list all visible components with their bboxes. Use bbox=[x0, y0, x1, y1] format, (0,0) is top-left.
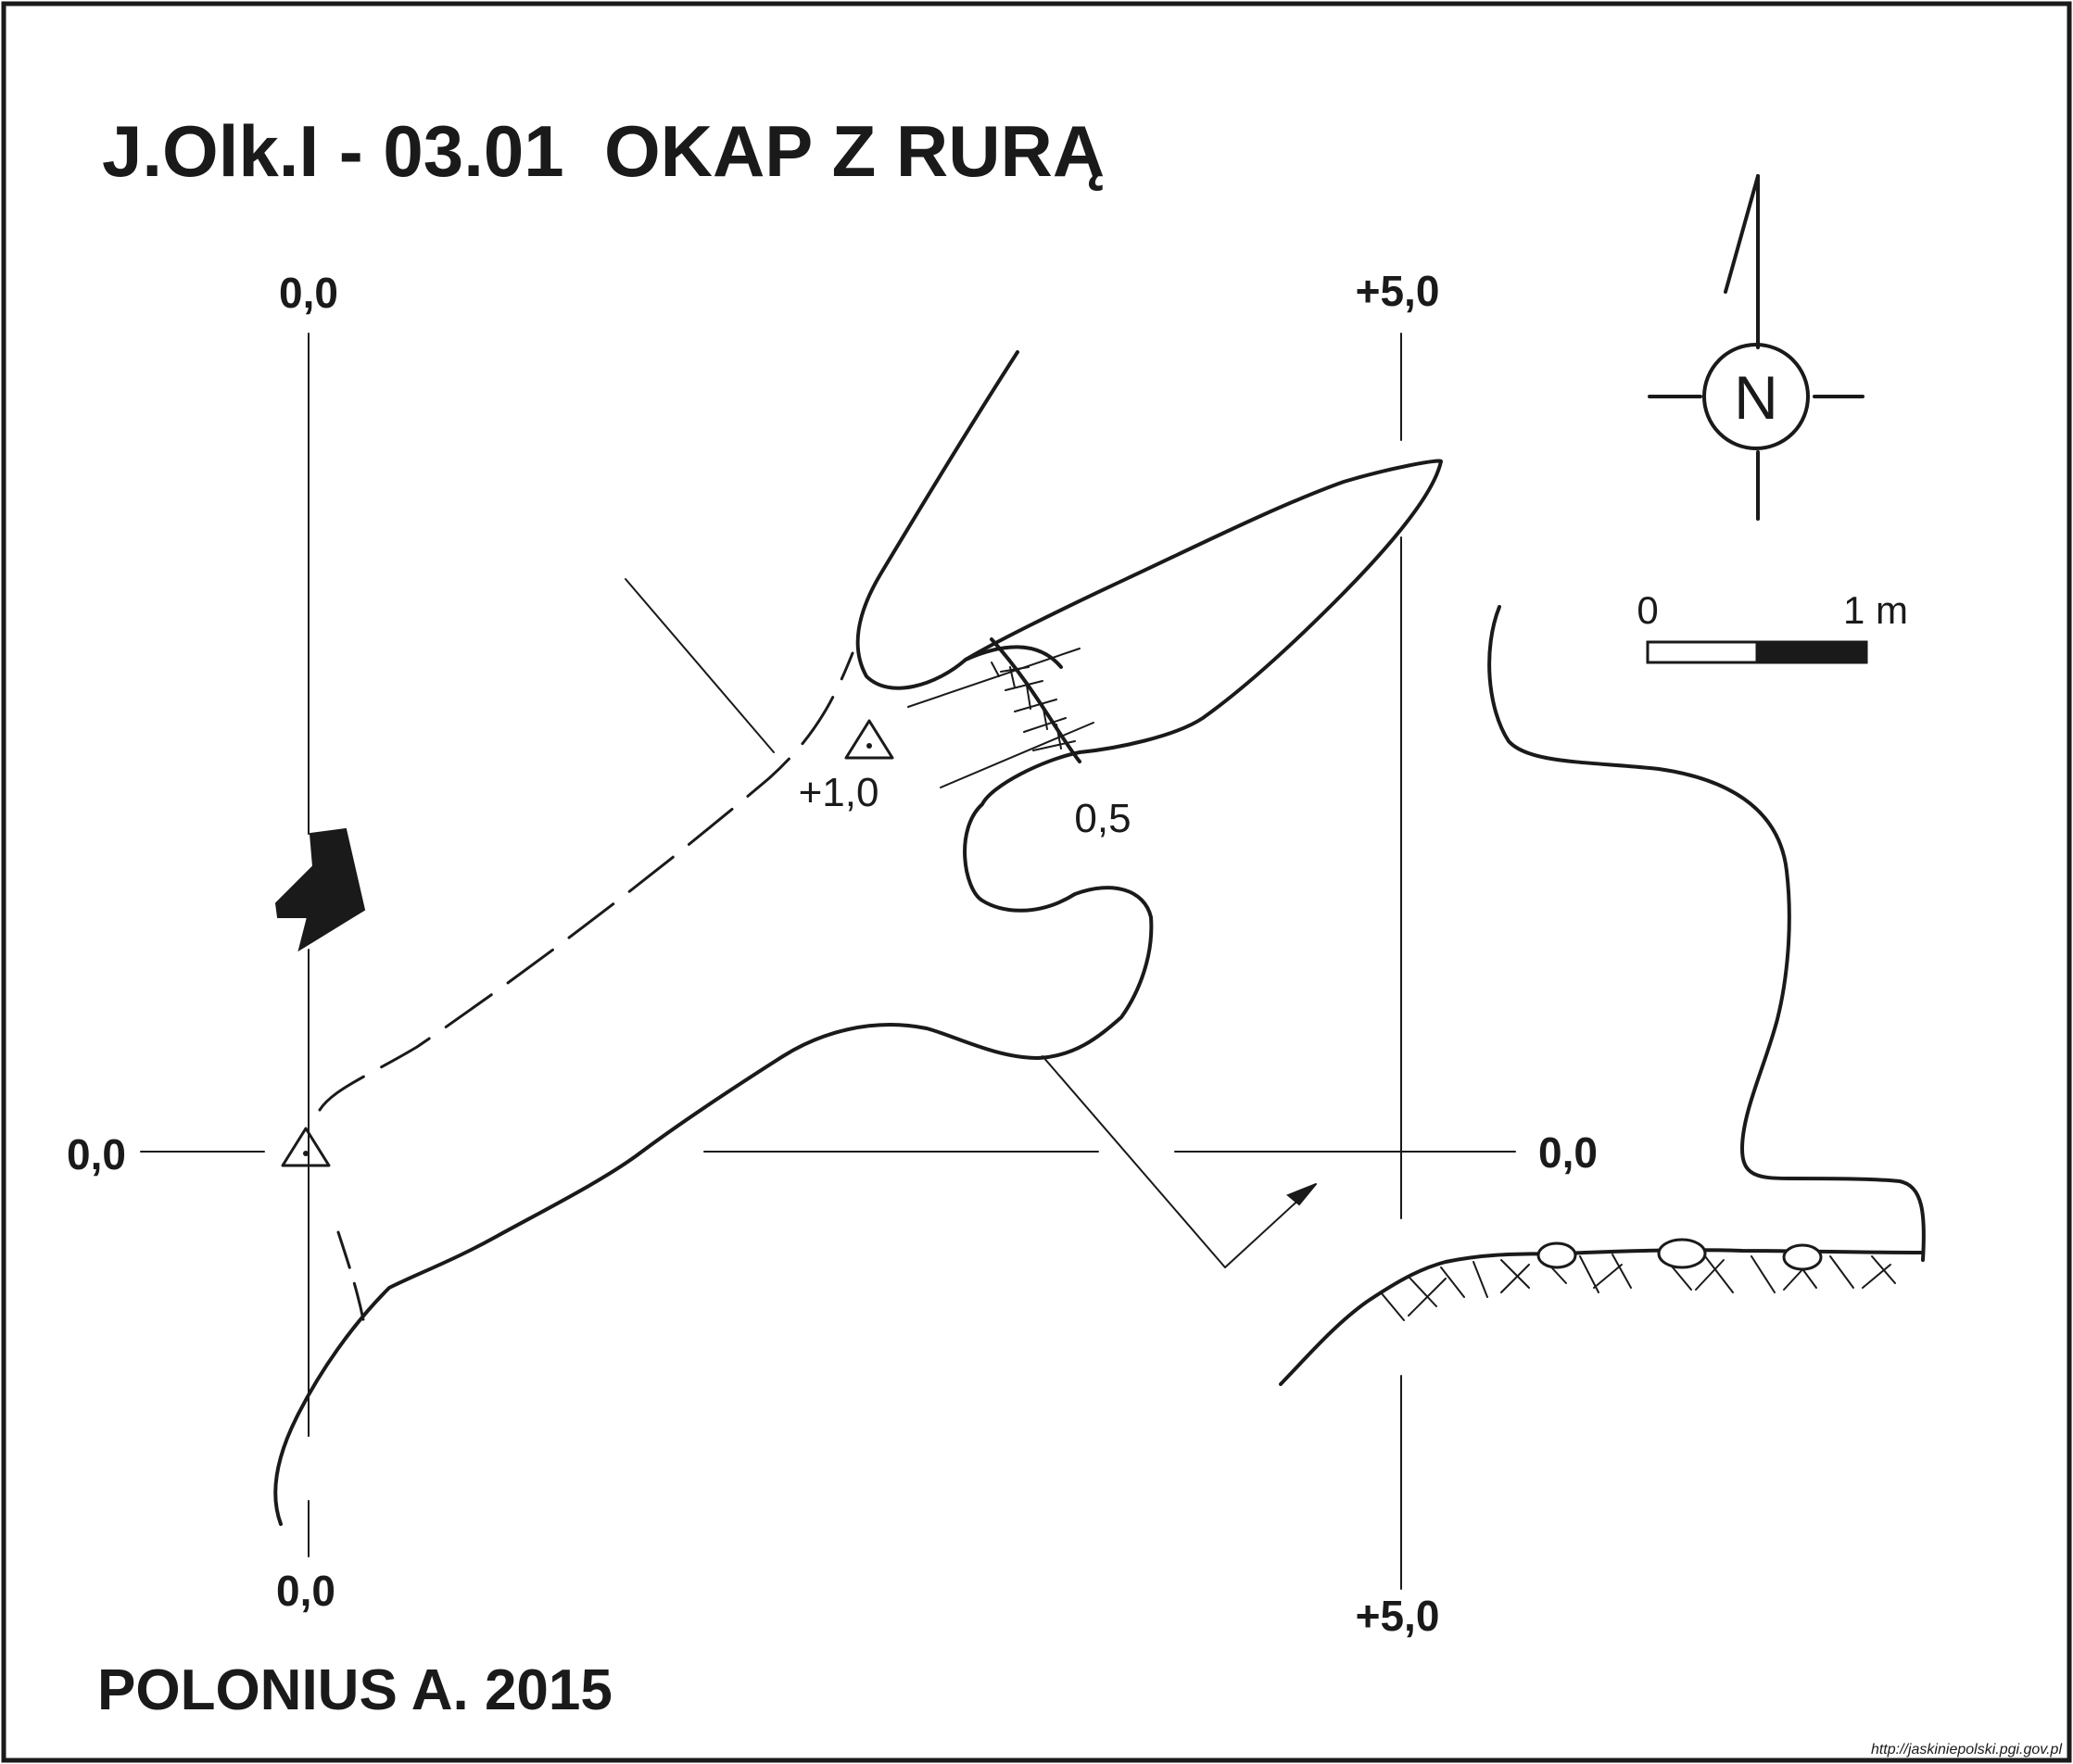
overhang-dripline bbox=[318, 651, 854, 1112]
grid-label-left-mid: 0,0 bbox=[67, 1130, 126, 1178]
scale-end-label: 1 m bbox=[1843, 588, 1908, 632]
source-url: http://jaskiniepolski.pgi.gov.pl bbox=[1871, 1742, 2062, 1758]
cross-section-lines bbox=[625, 578, 1317, 1268]
ledge-label: 0,5 bbox=[1074, 796, 1131, 841]
grid-label-right-mid: 0,0 bbox=[1538, 1128, 1598, 1177]
grid-label-right-bottom: +5,0 bbox=[1356, 1592, 1440, 1640]
author-credit: POLONIUS A. 2015 bbox=[97, 1658, 613, 1722]
north-label: N bbox=[1734, 363, 1778, 432]
north-arrow-icon bbox=[1648, 174, 1864, 521]
grid-label-left-top: 0,0 bbox=[279, 269, 338, 317]
grid-label-left-bottom: 0,0 bbox=[276, 1567, 335, 1615]
cave-wall-upper bbox=[273, 350, 1443, 1526]
overhang-dripline-lower bbox=[336, 1230, 368, 1336]
map-title: J.Olk.I - 03.01 OKAP Z RURĄ bbox=[102, 110, 1105, 192]
cross-section-profile bbox=[1487, 605, 1926, 1262]
coordinate-grid bbox=[140, 333, 1516, 1590]
cross-section-floor bbox=[1279, 1248, 1925, 1386]
grid-label-right-top: +5,0 bbox=[1356, 267, 1440, 315]
ledge-hatching bbox=[990, 637, 1081, 763]
scale-start-label: 0 bbox=[1637, 588, 1658, 632]
cave-wall-tip bbox=[964, 645, 1063, 669]
station-label-plus-1: +1,0 bbox=[799, 770, 879, 815]
survey-station-0 bbox=[281, 1127, 331, 1167]
scale-bar bbox=[1646, 640, 1868, 664]
entrance-arrow-icon bbox=[274, 827, 366, 952]
survey-station-1 bbox=[844, 719, 894, 760]
cross-section-arrow-icon bbox=[1286, 1183, 1317, 1206]
floor-boulders bbox=[1536, 1238, 1823, 1271]
